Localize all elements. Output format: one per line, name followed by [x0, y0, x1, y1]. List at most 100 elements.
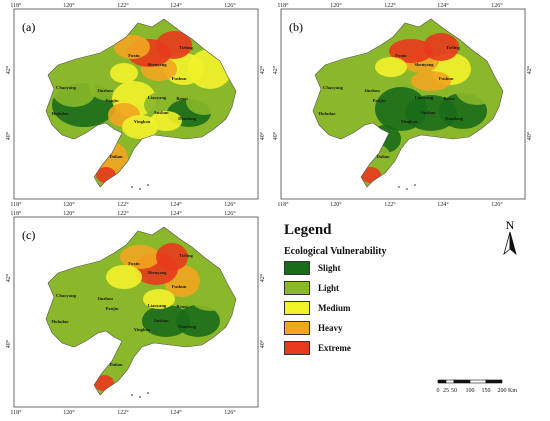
place-label: Liaoyang: [415, 95, 434, 100]
scale-segment: [485, 379, 503, 384]
place-label: Fushun: [172, 76, 187, 81]
place-label: Yingkou: [134, 327, 151, 332]
place-label: Jinzhou: [97, 88, 113, 93]
island-dot: [139, 396, 141, 398]
lon-tick-label: 120°: [330, 201, 342, 208]
scale-tick-label: 200: [498, 388, 507, 394]
lat-tick-label: 42°: [259, 65, 266, 74]
map-frame: [280, 8, 526, 200]
lon-tick-label: 118°: [10, 201, 22, 208]
map-svg-b: 118° 120° 122° 124° 126° 118° 120° 122° 124° 126…: [272, 2, 533, 208]
lat-tick-label: 42°: [5, 65, 12, 74]
province-outline: [312, 18, 504, 188]
vulnerability-zones: [52, 31, 232, 183]
legend-swatch: [284, 301, 310, 315]
legend-item-light: Light: [284, 280, 339, 296]
vulnerability-zone: [190, 283, 230, 311]
lon-tick-label: 126°: [491, 2, 503, 9]
legend-label: Slight: [318, 263, 341, 273]
lon-tick-label: 124°: [170, 201, 182, 208]
vulnerability-zone: [455, 73, 499, 105]
vulnerability-zone: [411, 71, 451, 91]
lat-tick-label: 42°: [272, 65, 279, 74]
legend-label: Extreme: [318, 343, 351, 353]
legend: Legend Ecological Vulnerability Slight L…: [280, 222, 545, 412]
place-label: Huludao: [51, 319, 69, 324]
lon-tick-label: 118°: [277, 201, 289, 208]
lon-tick-label: 120°: [330, 2, 342, 9]
vulnerability-zones: [313, 33, 499, 183]
lon-tick-label: 120°: [63, 201, 75, 208]
scale-tick-label: 0: [437, 388, 440, 394]
vulnerability-zone: [375, 57, 407, 77]
map-frame: [13, 8, 259, 200]
lat-tick-label: 40°: [5, 339, 12, 348]
legend-title: Legend: [284, 222, 332, 238]
lon-tick-label: 122°: [384, 201, 396, 208]
scale-segment: [453, 379, 471, 384]
place-label: Panjin: [105, 98, 118, 103]
place-label: Liaoyang: [148, 303, 167, 308]
lon-tick-label: 120°: [63, 2, 75, 9]
vulnerability-zone: [156, 31, 192, 59]
lon-tick-label: 124°: [170, 2, 182, 9]
vulnerability-zone: [122, 115, 158, 139]
island-dot: [139, 188, 141, 190]
vulnerability-zone: [94, 375, 114, 391]
lat-tick-label: 42°: [526, 65, 533, 74]
place-label: Dandong: [178, 116, 197, 121]
vulnerability-zone: [143, 289, 175, 309]
island-dot: [131, 186, 133, 188]
province-outline: [45, 18, 237, 188]
vulnerability-zone: [66, 275, 106, 299]
north-arrow-label: N: [506, 218, 515, 232]
place-label: Anshan: [153, 318, 169, 323]
place-label: Benxi: [176, 96, 188, 101]
legend-item-heavy: Heavy: [284, 320, 343, 336]
place-label: Jinzhou: [364, 88, 380, 93]
vulnerability-zone: [150, 111, 182, 131]
place-label: Dalian: [109, 154, 122, 159]
legend-label: Light: [318, 283, 340, 293]
lon-tick-label: 122°: [117, 409, 129, 416]
lat-tick-label: 40°: [526, 131, 533, 140]
north-arrow-right-icon: [509, 231, 517, 256]
lon-tick-label: 124°: [170, 409, 182, 416]
map-svg-a: 118° 120° 122° 124° 126° 118° 120° 122° 124° 126…: [5, 2, 266, 208]
vulnerability-zone: [423, 33, 459, 61]
legend-label: Heavy: [318, 323, 343, 333]
lat-tick-label: 42°: [5, 273, 12, 282]
legend-subtitle: Ecological Vulnerability: [284, 246, 387, 257]
lon-tick-label: 118°: [10, 409, 22, 416]
map-frame: [13, 216, 259, 408]
province-outline: [45, 226, 237, 396]
lon-tick-label: 124°: [437, 2, 449, 9]
map-panel-a: 118° 120° 122° 124° 126° 118° 120° 122° 124° 126…: [0, 0, 270, 208]
lon-tick-label: 118°: [10, 210, 22, 217]
place-label: Liaoyang: [148, 95, 167, 100]
scale-unit-label: Km: [508, 388, 517, 394]
legend-swatch: [284, 261, 310, 275]
place-label: Jinzhou: [97, 296, 113, 301]
lon-tick-label: 124°: [437, 201, 449, 208]
panel-label: (b): [289, 20, 303, 34]
vulnerability-zones: [48, 243, 230, 391]
place-label: Tieling: [179, 253, 193, 258]
place-label: Fuxin: [395, 53, 407, 58]
scale-segment: [437, 379, 447, 384]
place-label: Benxi: [176, 304, 188, 309]
place-label: Dandong: [445, 116, 464, 121]
vulnerability-zone: [110, 63, 138, 83]
vulnerability-zone: [156, 243, 188, 271]
island-dot: [406, 188, 408, 190]
place-label: Anshan: [153, 110, 169, 115]
scale-tick-label: 100: [466, 388, 475, 394]
place-label: Tieling: [446, 45, 460, 50]
place-label: Chaoyang: [56, 85, 77, 90]
place-label: Fushun: [439, 76, 454, 81]
scale-tick-label: 50: [451, 388, 457, 394]
place-label: Chaoyang: [323, 85, 344, 90]
lon-tick-label: 126°: [224, 2, 236, 9]
panel-label: (c): [22, 228, 35, 242]
legend-swatch: [284, 321, 310, 335]
